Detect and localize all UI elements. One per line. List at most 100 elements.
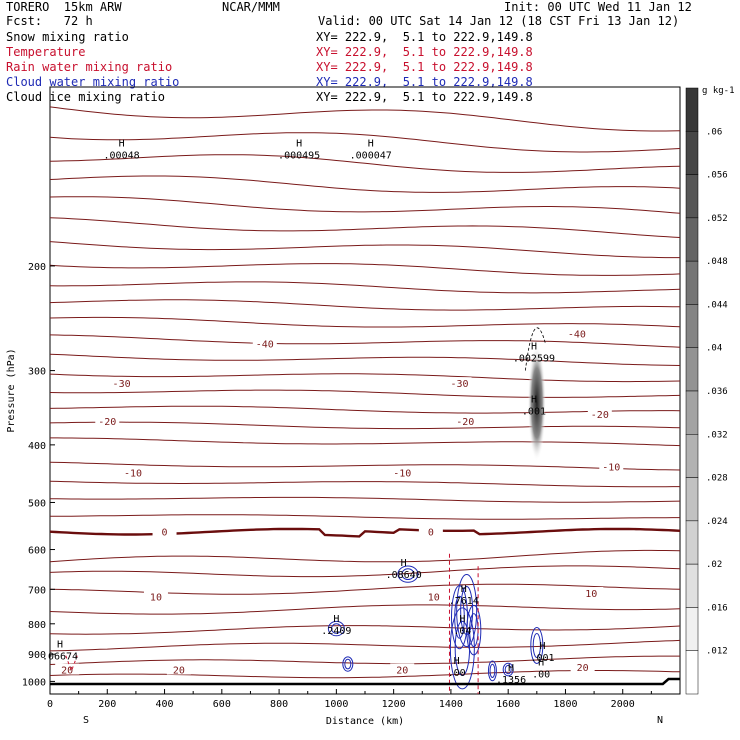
max-marker: H — [333, 614, 339, 625]
ground-surface — [50, 677, 680, 686]
temperature-contour-label: 0 — [428, 528, 434, 539]
temperature-contour-label: 0 — [162, 528, 168, 539]
contour-label-bg — [564, 327, 589, 339]
temperature-contour-label: -30 — [450, 379, 468, 390]
temperature-contour — [49, 565, 681, 578]
temperature-contour — [49, 217, 681, 238]
contour-label-bg — [252, 337, 277, 349]
x-tick-label: 1200 — [382, 699, 406, 710]
temperature-contour — [49, 549, 681, 563]
temperature-contour — [49, 639, 681, 652]
max-value-label: .001 — [530, 653, 554, 664]
cloud-water-contour — [489, 663, 496, 678]
cloud-water-contour — [454, 620, 471, 676]
contour-label-bg — [109, 377, 134, 389]
max-marker: H — [454, 656, 460, 667]
cloud-water-contour — [401, 568, 415, 581]
field-temperature-label: Temperature — [6, 45, 86, 59]
cloud-water-contour — [331, 623, 342, 634]
contour-label-bg — [418, 525, 443, 537]
y-tick-label: 500 — [28, 498, 46, 509]
cloud-water-contour — [344, 658, 352, 670]
temperature-contour — [49, 655, 680, 665]
temperature-contour — [49, 281, 681, 294]
contour-label-bg — [599, 460, 624, 472]
max-value-label: .002599 — [513, 353, 555, 364]
field-snow-xy: XY= 222.9, 5.1 to 222.9,149.8 — [316, 30, 533, 44]
max-value-label: .000495 — [278, 151, 320, 162]
temperature-contour — [49, 263, 681, 276]
temperature-contour-label: 20 — [577, 663, 589, 674]
cloud-water-contour — [342, 656, 354, 672]
forecast-label: Fcst: 72 h — [6, 14, 93, 28]
colorbar-level-label: .016 — [706, 603, 728, 613]
cloud-ice-contour — [524, 327, 546, 371]
x-tick-label: 2000 — [611, 699, 635, 710]
colorbar-level-label: .012 — [706, 647, 728, 657]
max-marker: H — [531, 341, 537, 352]
max-value-label: .08640 — [386, 570, 422, 581]
contour-label-bg — [570, 660, 595, 672]
temperature-contour — [49, 389, 681, 398]
colorbar-level-label: .032 — [706, 430, 728, 440]
max-value-label: .2409 — [321, 626, 351, 637]
contour-label-bg — [587, 408, 612, 420]
cloud-water-contour — [530, 626, 544, 664]
colorbar-swatch — [685, 607, 699, 651]
max-value-label: .00048 — [104, 151, 140, 162]
colorbar-swatch — [685, 434, 699, 478]
axis-end-label-right: N — [657, 715, 663, 726]
colorbar-swatch — [685, 650, 699, 695]
axis-end-label-left: S — [83, 715, 89, 726]
x-tick-label: 1400 — [439, 699, 463, 710]
temperature-contour — [49, 373, 681, 383]
snow-plume — [527, 344, 546, 461]
colorbar-level-label: .044 — [706, 300, 728, 310]
colorbar-level-label: .06 — [706, 127, 722, 137]
field-cloud-water-xy: XY= 222.9, 5.1 to 222.9,149.8 — [316, 75, 533, 89]
contour-label-bg — [121, 466, 146, 478]
contour-label-bg — [166, 663, 191, 675]
max-value-label: .001 — [522, 406, 546, 417]
contour-label-bg — [390, 466, 415, 478]
colorbar-level-label: .036 — [706, 387, 728, 397]
contour-label-bg — [55, 663, 80, 675]
colorbar-swatch — [685, 217, 699, 262]
y-tick-label: 700 — [28, 585, 46, 596]
temperature-contour — [49, 175, 681, 193]
contour-label-bg — [453, 415, 478, 427]
temperature-contour — [49, 334, 681, 348]
y-tick-label: 800 — [28, 620, 46, 631]
x-tick-label: 600 — [213, 699, 231, 710]
contour-label-bg — [579, 586, 604, 598]
temperature-contour-label: -40 — [256, 339, 274, 350]
temperature-contour — [49, 480, 680, 488]
colorbar-level-label: .028 — [706, 474, 728, 484]
center-label: NCAR/MMM — [222, 0, 280, 14]
x-tick-label: 0 — [47, 699, 53, 710]
temperature-contour — [49, 196, 681, 214]
y-tick-label: 300 — [28, 367, 46, 378]
y-tick-label: 1000 — [22, 677, 46, 688]
x-tick-label: 400 — [156, 699, 174, 710]
temperature-contour-label: -10 — [393, 468, 411, 479]
field-cloud-ice-label: Cloud ice mixing ratio — [6, 90, 165, 104]
contour-label-bg — [95, 415, 120, 427]
y-tick-label: 400 — [28, 441, 46, 452]
x-tick-label: 200 — [98, 699, 116, 710]
cloud-water-contour — [456, 574, 478, 648]
x-tick-label: 1600 — [496, 699, 520, 710]
max-marker: H — [57, 640, 63, 651]
x-axis-title: Distance (km) — [326, 716, 404, 727]
field-cloud-ice-xy: XY= 222.9, 5.1 to 222.9,149.8 — [316, 90, 533, 104]
temperature-contour-label: 20 — [61, 666, 73, 677]
cloud-water-contour — [397, 565, 419, 583]
colorbar-level-label: .02 — [706, 560, 722, 570]
temperature-contour-label: 20 — [173, 666, 185, 677]
contour-label-bg — [390, 663, 415, 675]
cloud-water-contour — [532, 632, 541, 658]
colorbar-swatch — [685, 260, 699, 305]
field-snow-label: Snow mixing ratio — [6, 30, 129, 44]
colorbar-unit: g kg-1 — [702, 86, 735, 96]
max-marker: H — [531, 394, 537, 405]
